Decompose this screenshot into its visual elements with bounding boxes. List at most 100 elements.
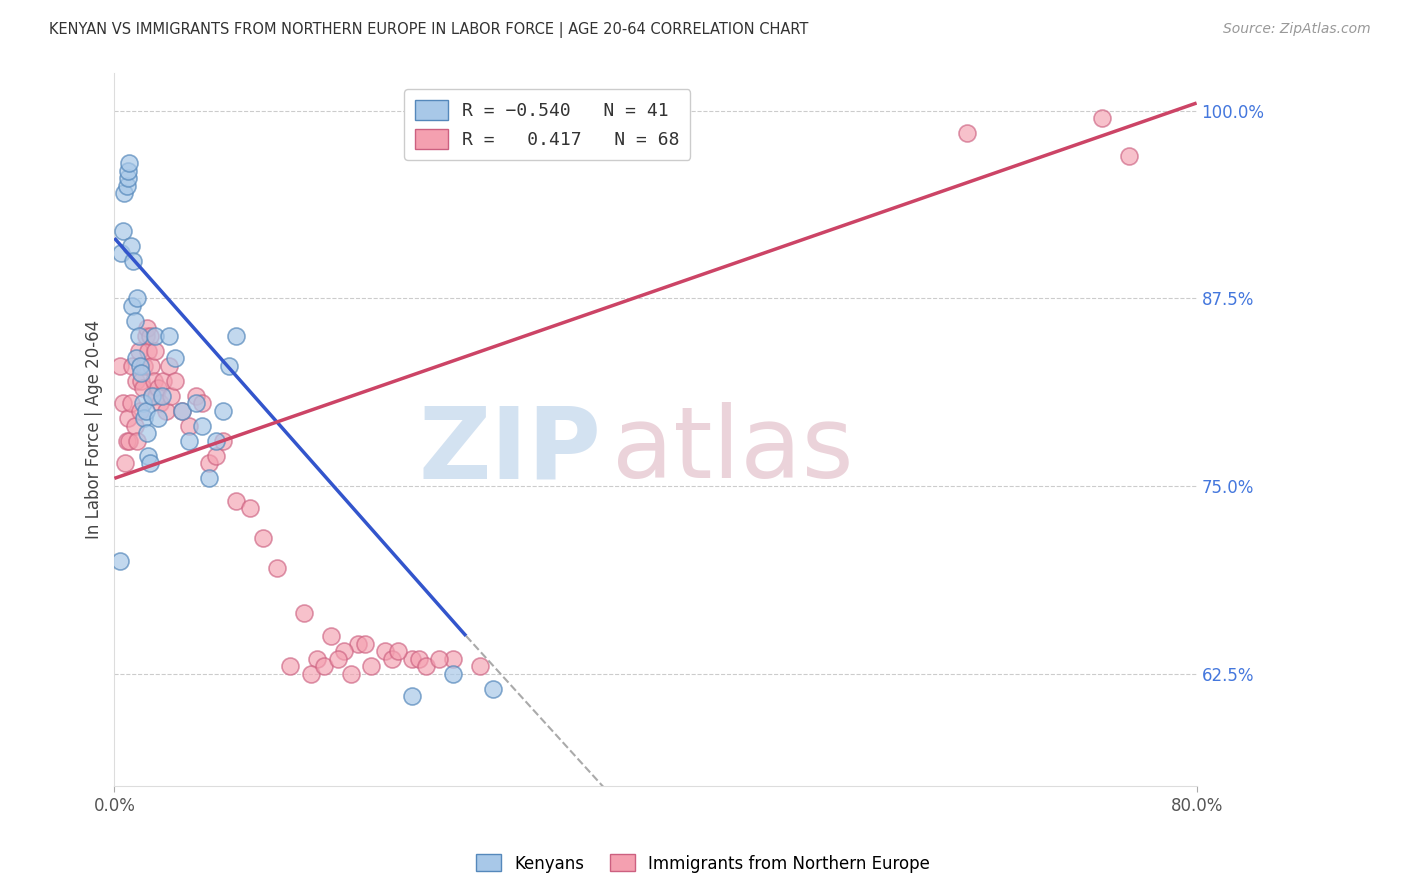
Legend: Kenyans, Immigrants from Northern Europe: Kenyans, Immigrants from Northern Europe bbox=[470, 847, 936, 880]
Point bbox=[211, 404, 233, 418]
Point bbox=[132, 396, 155, 410]
Point bbox=[314, 659, 336, 673]
Point bbox=[184, 396, 207, 410]
Point bbox=[143, 343, 166, 358]
Point bbox=[108, 359, 131, 373]
Point bbox=[177, 434, 200, 448]
Point bbox=[125, 374, 148, 388]
Point bbox=[198, 471, 221, 485]
Point bbox=[211, 434, 233, 448]
Point bbox=[1091, 111, 1114, 125]
Point bbox=[239, 501, 262, 516]
Point bbox=[146, 411, 169, 425]
Point bbox=[114, 456, 136, 470]
Point bbox=[205, 449, 228, 463]
Text: KENYAN VS IMMIGRANTS FROM NORTHERN EUROPE IN LABOR FORCE | AGE 20-64 CORRELATION: KENYAN VS IMMIGRANTS FROM NORTHERN EUROP… bbox=[49, 22, 808, 38]
Point bbox=[160, 389, 183, 403]
Point bbox=[136, 343, 159, 358]
Point bbox=[401, 689, 423, 703]
Point bbox=[124, 314, 146, 328]
Point bbox=[135, 404, 157, 418]
Point bbox=[225, 328, 247, 343]
Point bbox=[129, 404, 152, 418]
Point bbox=[170, 404, 193, 418]
Point bbox=[136, 449, 159, 463]
Point bbox=[266, 561, 288, 575]
Point bbox=[191, 396, 214, 410]
Point bbox=[120, 238, 142, 252]
Point bbox=[184, 389, 207, 403]
Point bbox=[170, 404, 193, 418]
Point bbox=[127, 434, 149, 448]
Point bbox=[108, 554, 131, 568]
Point bbox=[143, 328, 166, 343]
Point bbox=[165, 374, 187, 388]
Point bbox=[135, 426, 157, 441]
Point bbox=[441, 666, 464, 681]
Point bbox=[278, 659, 301, 673]
Point bbox=[135, 321, 157, 335]
Point bbox=[482, 681, 505, 696]
Point bbox=[125, 351, 148, 366]
Point bbox=[205, 434, 228, 448]
Text: ZIP: ZIP bbox=[419, 402, 602, 500]
Point bbox=[165, 351, 187, 366]
Point bbox=[360, 659, 382, 673]
Point bbox=[117, 163, 139, 178]
Point bbox=[408, 651, 430, 665]
Point bbox=[1118, 148, 1140, 162]
Point bbox=[142, 374, 165, 388]
Point bbox=[115, 178, 138, 193]
Point bbox=[129, 359, 152, 373]
Point bbox=[299, 666, 322, 681]
Point bbox=[381, 651, 404, 665]
Point bbox=[134, 359, 156, 373]
Point bbox=[138, 456, 160, 470]
Point bbox=[141, 389, 163, 403]
Point bbox=[333, 644, 356, 658]
Point bbox=[374, 644, 396, 658]
Point bbox=[138, 328, 160, 343]
Point bbox=[292, 607, 315, 621]
Y-axis label: In Labor Force | Age 20-64: In Labor Force | Age 20-64 bbox=[86, 320, 103, 539]
Point bbox=[132, 381, 155, 395]
Point bbox=[198, 456, 221, 470]
Point bbox=[319, 629, 342, 643]
Point bbox=[177, 418, 200, 433]
Point bbox=[347, 636, 370, 650]
Point bbox=[401, 651, 423, 665]
Point bbox=[152, 374, 174, 388]
Point bbox=[118, 434, 141, 448]
Point bbox=[121, 359, 143, 373]
Point bbox=[340, 666, 363, 681]
Point bbox=[111, 396, 134, 410]
Point bbox=[118, 156, 141, 170]
Point bbox=[157, 328, 180, 343]
Point bbox=[145, 389, 167, 403]
Point bbox=[191, 418, 214, 433]
Point bbox=[134, 411, 156, 425]
Point bbox=[122, 253, 145, 268]
Point bbox=[956, 126, 979, 140]
Point bbox=[117, 171, 139, 186]
Point bbox=[468, 659, 491, 673]
Point bbox=[120, 396, 142, 410]
Point bbox=[117, 411, 139, 425]
Text: Source: ZipAtlas.com: Source: ZipAtlas.com bbox=[1223, 22, 1371, 37]
Point bbox=[252, 532, 274, 546]
Legend: R = −0.540   N = 41, R =   0.417   N = 68: R = −0.540 N = 41, R = 0.417 N = 68 bbox=[405, 89, 690, 160]
Point bbox=[112, 186, 135, 200]
Point bbox=[111, 224, 134, 238]
Point bbox=[307, 651, 329, 665]
Point bbox=[141, 389, 163, 403]
Point bbox=[131, 366, 153, 380]
Point bbox=[150, 389, 173, 403]
Point bbox=[441, 651, 464, 665]
Text: atlas: atlas bbox=[612, 402, 853, 500]
Point bbox=[110, 246, 132, 260]
Point bbox=[149, 396, 172, 410]
Point bbox=[415, 659, 437, 673]
Point bbox=[146, 381, 169, 395]
Point bbox=[225, 494, 247, 508]
Point bbox=[115, 434, 138, 448]
